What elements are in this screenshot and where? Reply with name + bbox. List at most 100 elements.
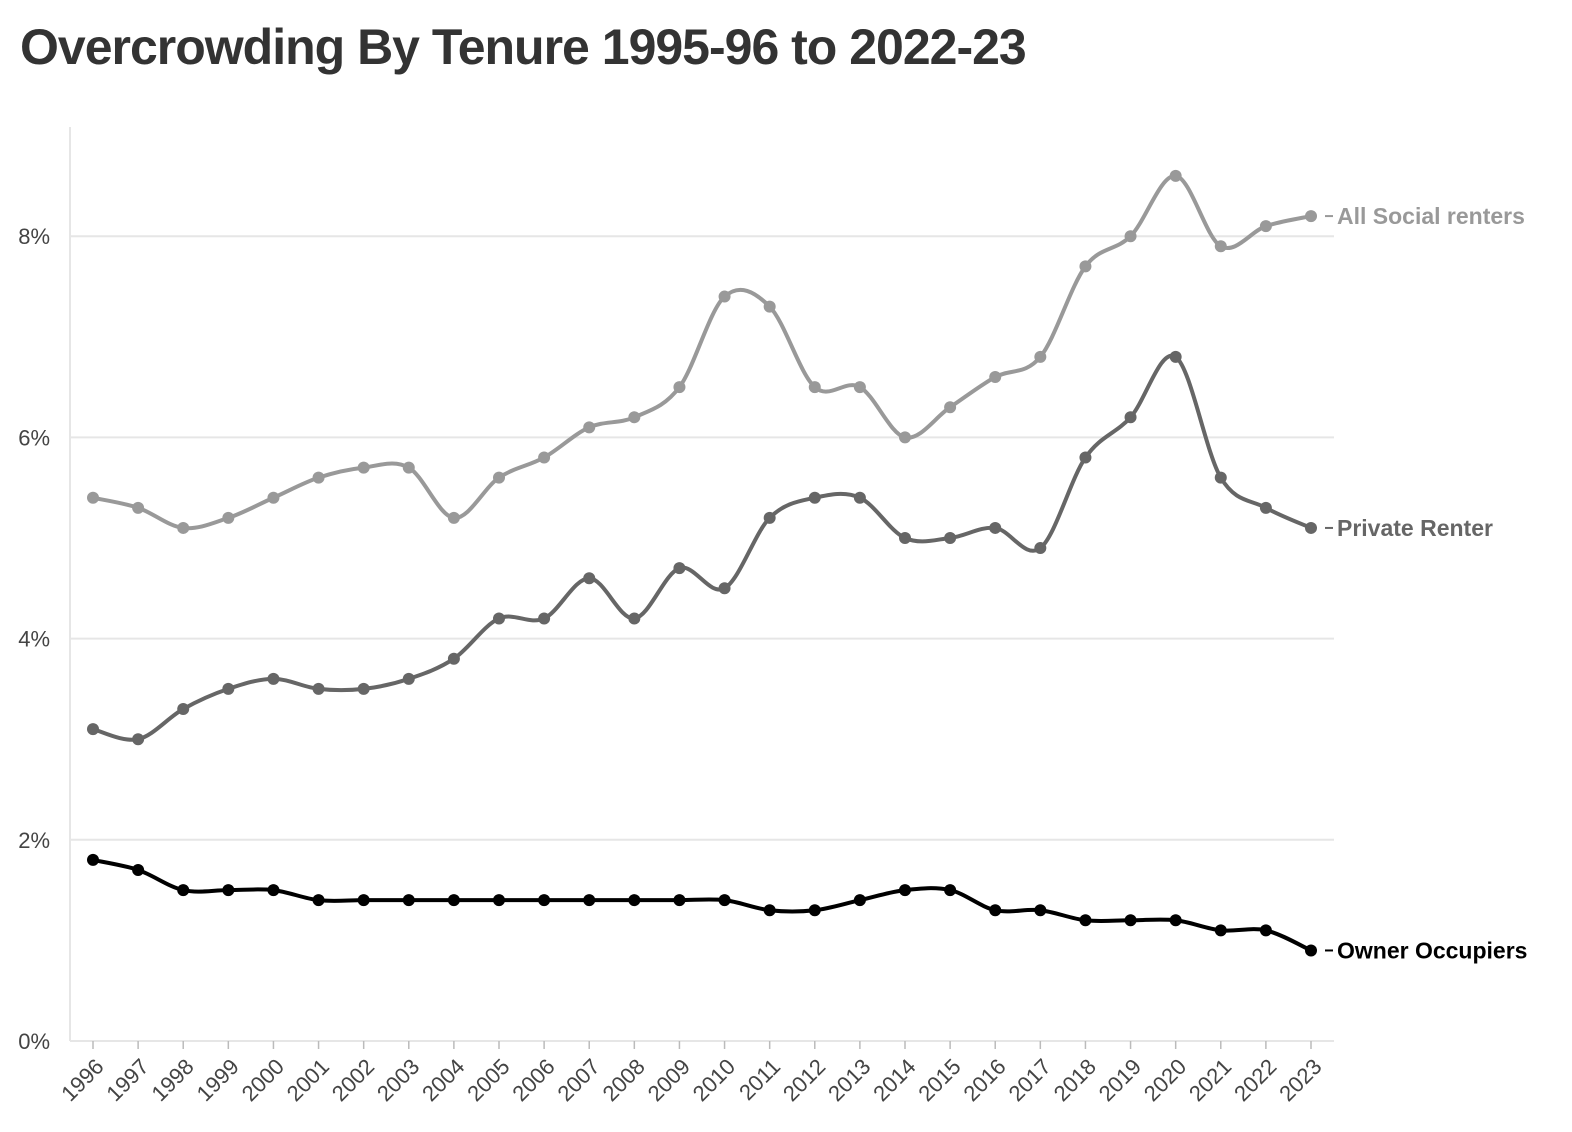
data-point <box>853 381 866 394</box>
data-point <box>989 371 1002 384</box>
data-point <box>1305 944 1317 957</box>
data-point <box>87 853 99 866</box>
x-tick-label: 2014 <box>868 1054 920 1106</box>
data-point <box>1034 904 1047 917</box>
y-tick-label: 4% <box>18 627 50 652</box>
data-point <box>673 894 686 907</box>
data-point <box>583 421 596 434</box>
data-point <box>1214 471 1227 484</box>
data-point <box>1034 350 1047 363</box>
y-tick-label: 6% <box>18 425 50 450</box>
data-point <box>808 491 821 504</box>
data-point <box>763 300 776 313</box>
chart-title: Overcrowding By Tenure 1995-96 to 2022-2… <box>20 19 1027 75</box>
data-point <box>402 672 415 685</box>
x-tick-label: 2020 <box>1139 1054 1191 1106</box>
data-point <box>1214 924 1227 937</box>
data-point <box>87 723 99 736</box>
data-point <box>447 652 460 665</box>
data-point <box>1305 210 1317 223</box>
data-point <box>538 612 551 625</box>
data-point <box>718 582 731 595</box>
data-point <box>177 521 190 534</box>
x-tick-label: 2011 <box>734 1054 785 1105</box>
data-point <box>1214 240 1227 253</box>
data-point <box>132 863 145 876</box>
data-point <box>538 894 551 907</box>
data-point <box>493 471 505 484</box>
data-point <box>853 894 866 907</box>
data-point <box>944 401 957 414</box>
data-point <box>808 904 821 917</box>
data-point <box>1169 169 1182 182</box>
data-point <box>763 511 776 524</box>
data-point <box>628 894 641 907</box>
series-label: All Social renters <box>1337 203 1525 229</box>
data-point <box>808 381 821 394</box>
x-tick-label: 1996 <box>56 1054 108 1106</box>
x-tick-label: 2009 <box>643 1054 695 1106</box>
y-tick-label: 0% <box>18 1029 50 1054</box>
data-point <box>853 491 866 504</box>
x-axis-ticks: 1996199719981999200020012002200320042005… <box>56 1041 1327 1106</box>
data-point <box>583 894 596 907</box>
data-point <box>1079 914 1092 927</box>
data-point <box>177 884 190 897</box>
x-tick-label: 2016 <box>958 1054 1010 1106</box>
data-point <box>673 381 686 394</box>
y-axis-ticks: 0% 2% 4% 6% 8% <box>18 224 50 1054</box>
x-tick-label: 2013 <box>823 1054 875 1106</box>
data-point <box>312 682 325 695</box>
data-point <box>493 612 505 625</box>
data-point <box>357 894 370 907</box>
x-tick-label: 2010 <box>688 1054 740 1106</box>
data-point <box>718 290 731 303</box>
data-point <box>222 682 235 695</box>
x-tick-label: 2018 <box>1049 1054 1101 1106</box>
data-point <box>447 511 460 524</box>
data-point <box>177 703 190 716</box>
x-tick-label: 2006 <box>507 1054 559 1106</box>
y-tick-label: 2% <box>18 828 50 853</box>
data-point <box>312 894 325 907</box>
data-point <box>447 894 460 907</box>
x-tick-label: 2007 <box>552 1054 604 1106</box>
data-point <box>267 884 280 897</box>
data-point <box>989 904 1002 917</box>
data-point <box>628 612 641 625</box>
series-labels: All Social renters Private Renter Owner Oc… <box>1325 203 1527 963</box>
data-point <box>402 461 415 474</box>
data-point <box>1169 350 1182 363</box>
data-point <box>1124 230 1137 243</box>
series-points <box>87 169 1317 957</box>
data-point <box>493 894 505 907</box>
series-label: Owner Occupiers <box>1337 937 1527 963</box>
data-point <box>267 672 280 685</box>
data-point <box>312 471 325 484</box>
data-point <box>583 572 596 585</box>
data-point <box>944 532 957 544</box>
x-tick-label: 2004 <box>417 1054 469 1106</box>
data-point <box>989 521 1002 534</box>
series-line <box>91 173 1313 531</box>
series-lines <box>91 173 1313 953</box>
x-tick-label: 2001 <box>282 1054 334 1106</box>
x-tick-label: 1997 <box>101 1054 153 1106</box>
data-point <box>899 532 911 544</box>
x-tick-label: 2022 <box>1229 1054 1281 1106</box>
x-tick-label: 2000 <box>237 1054 289 1106</box>
data-point <box>222 511 235 524</box>
x-tick-label: 2019 <box>1094 1054 1146 1106</box>
data-point <box>1259 924 1272 937</box>
data-point <box>132 501 145 514</box>
data-point <box>1034 542 1047 555</box>
data-point <box>1079 451 1092 464</box>
series-label: Private Renter <box>1337 515 1493 541</box>
data-point <box>1169 914 1182 927</box>
data-point <box>357 461 370 474</box>
x-tick-label: 2012 <box>778 1054 830 1106</box>
data-point <box>87 491 99 504</box>
x-tick-label: 2008 <box>598 1054 650 1106</box>
x-tick-label: 2002 <box>327 1054 379 1106</box>
